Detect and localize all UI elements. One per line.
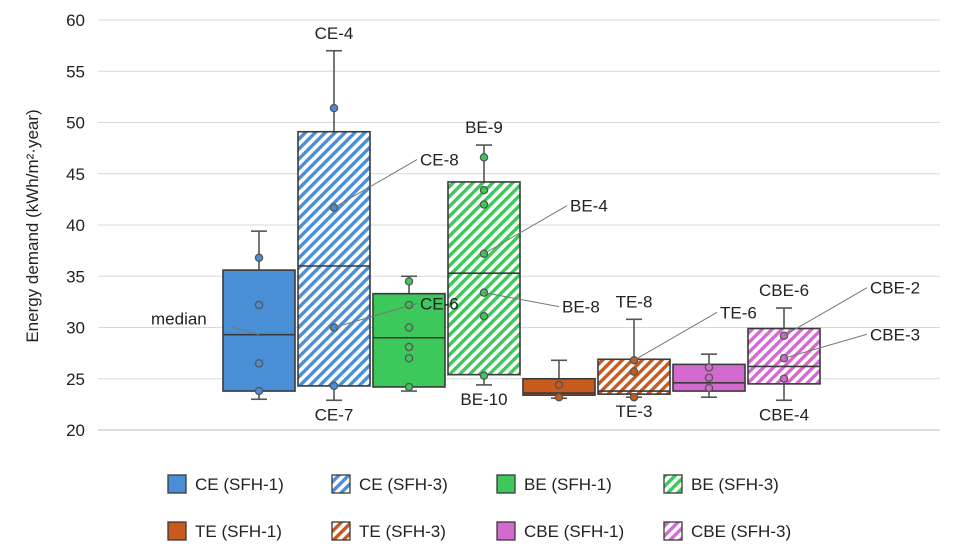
data-point	[779, 374, 789, 383]
data-point	[254, 300, 264, 310]
legend-item: CBE (SFH-1)	[496, 521, 624, 541]
legend-item: CE (SFH-3)	[331, 474, 448, 494]
legend-item: CBE (SFH-3)	[663, 521, 791, 541]
data-point	[404, 323, 414, 332]
box-body	[297, 130, 371, 387]
legend-swatch	[167, 474, 187, 494]
annotation-leader	[633, 311, 718, 361]
annotation-leader	[483, 292, 560, 308]
box-BE (SFH-1)	[372, 275, 446, 392]
data-point	[404, 382, 414, 392]
data-point	[704, 373, 714, 382]
annotation-leader	[783, 287, 868, 337]
annotation-leader	[230, 326, 260, 336]
annotation-label: CBE-2	[870, 279, 920, 298]
legend-label: TE (SFH-3)	[359, 522, 446, 541]
annotations: median CE-4 CE-8 CE-6 CE-7 BE-9 BE-4 BE-8 BE-10 T…	[151, 24, 920, 425]
data-point	[404, 342, 414, 352]
y-tick-label: 25	[66, 370, 85, 389]
annotation-label: median	[151, 310, 207, 329]
legend-swatch	[496, 521, 516, 541]
box-CE (SFH-1)	[222, 230, 296, 401]
annotation-label: BE-10	[460, 390, 507, 409]
annotation-label: TE-3	[616, 402, 653, 421]
y-tick-label: 50	[66, 114, 85, 133]
legend-label: BE (SFH-1)	[524, 475, 612, 494]
data-point	[404, 277, 414, 286]
legend-item: CE (SFH-1)	[167, 474, 284, 494]
legend-swatch	[663, 474, 683, 494]
data-point	[329, 381, 339, 391]
data-point	[479, 153, 489, 162]
data-point	[479, 200, 489, 209]
data-point	[704, 363, 714, 372]
data-point	[554, 392, 564, 402]
data-point	[479, 371, 489, 380]
data-point	[629, 392, 639, 402]
legend-swatch	[663, 521, 683, 541]
y-tick-label: 60	[66, 11, 85, 30]
legend-label: CE (SFH-1)	[195, 475, 284, 494]
legend-item: TE (SFH-3)	[331, 521, 446, 541]
legend-label: TE (SFH-1)	[195, 522, 282, 541]
box-CBE (SFH-1)	[672, 353, 746, 399]
data-point	[704, 383, 714, 393]
y-axis-label: Energy demand (kWh/m²·year)	[23, 109, 42, 342]
legend-label: BE (SFH-3)	[691, 475, 779, 494]
data-point	[479, 185, 489, 195]
annotation-label: CE-8	[420, 151, 459, 170]
legend-swatch	[167, 521, 187, 541]
y-tick-label: 20	[66, 421, 85, 440]
annotation-label: CE-4	[315, 24, 354, 43]
boxes	[222, 49, 821, 402]
data-point	[254, 359, 264, 368]
y-tick-label: 30	[66, 319, 85, 338]
annotation-label: CBE-4	[759, 405, 809, 424]
data-point	[254, 253, 264, 263]
box-TE (SFH-1)	[522, 359, 596, 402]
legend-item: BE (SFH-3)	[663, 474, 779, 494]
legend-label: CBE (SFH-3)	[691, 522, 791, 541]
legend-label: CBE (SFH-1)	[524, 522, 624, 541]
data-point	[329, 103, 339, 113]
box-CBE (SFH-3)	[747, 307, 821, 402]
y-tick-label: 45	[66, 165, 85, 184]
data-point	[629, 367, 639, 376]
data-point	[404, 353, 414, 363]
data-point	[254, 386, 264, 396]
annotation-leader	[483, 205, 568, 255]
box-body	[222, 269, 296, 392]
annotation-label: TE-8	[616, 292, 653, 311]
annotation-label: BE-8	[562, 298, 600, 317]
legend-item: BE (SFH-1)	[496, 474, 612, 494]
annotation-leader	[783, 333, 868, 359]
box-BE (SFH-3)	[447, 144, 521, 386]
data-point	[479, 311, 489, 321]
y-axis: 20 25 30 35 40 45 50 55 60	[66, 11, 85, 440]
annotation-label: CBE-6	[759, 281, 809, 300]
legend-label: CE (SFH-3)	[359, 475, 448, 494]
annotation-label: TE-6	[720, 303, 757, 322]
box-CE (SFH-3)	[297, 49, 371, 402]
box-body	[372, 292, 446, 388]
annotation-label: BE-4	[570, 197, 608, 216]
legend: CE (SFH-1) CE (SFH-3) BE (SFH-1) BE (SFH-3)…	[167, 474, 791, 541]
legend-swatch	[331, 474, 351, 494]
annotation-leader	[333, 303, 418, 328]
annotation-label: CE-6	[420, 295, 459, 314]
box-body	[447, 181, 521, 376]
legend-swatch	[496, 474, 516, 494]
y-tick-label: 35	[66, 267, 85, 286]
annotation-label: BE-9	[465, 118, 503, 137]
annotation-leader	[333, 159, 418, 209]
box-TE (SFH-3)	[597, 318, 671, 402]
legend-item: TE (SFH-1)	[167, 521, 282, 541]
annotation-label: CBE-3	[870, 325, 920, 344]
y-tick-label: 55	[66, 62, 85, 81]
annotation-label: CE-7	[315, 405, 354, 424]
legend-swatch	[331, 521, 351, 541]
y-tick-label: 40	[66, 216, 85, 235]
data-point	[554, 380, 564, 390]
